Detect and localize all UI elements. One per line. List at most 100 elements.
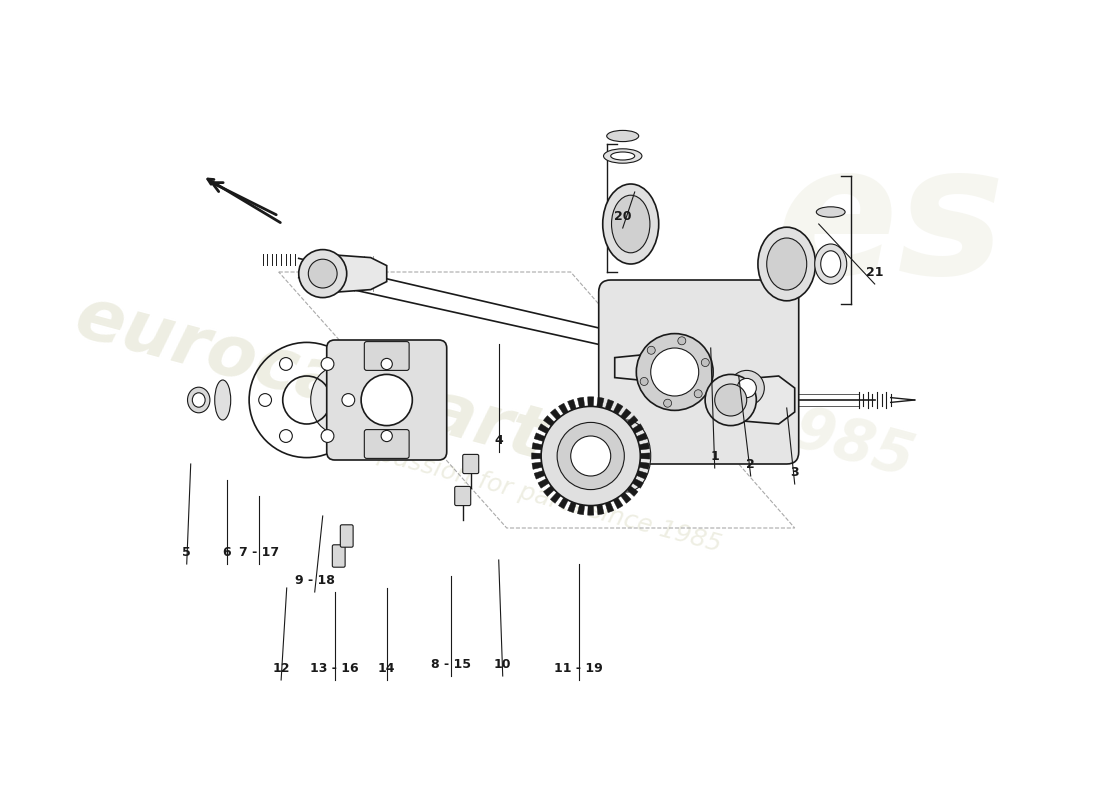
Circle shape <box>361 374 412 426</box>
Wedge shape <box>543 416 591 456</box>
FancyBboxPatch shape <box>332 545 345 567</box>
Polygon shape <box>327 254 387 293</box>
Text: 3: 3 <box>791 466 799 478</box>
Wedge shape <box>591 456 623 509</box>
Circle shape <box>640 378 648 386</box>
Wedge shape <box>591 456 604 514</box>
Ellipse shape <box>187 387 210 413</box>
Circle shape <box>279 430 293 442</box>
Text: 4: 4 <box>494 434 503 446</box>
Ellipse shape <box>821 250 840 278</box>
Text: a passion for parts since 1985: a passion for parts since 1985 <box>353 435 724 557</box>
Wedge shape <box>587 397 594 456</box>
Wedge shape <box>559 403 591 456</box>
Text: 5: 5 <box>183 546 191 558</box>
Ellipse shape <box>607 130 639 142</box>
Text: es: es <box>776 136 1005 312</box>
FancyBboxPatch shape <box>327 340 447 460</box>
Circle shape <box>729 370 764 406</box>
Text: 9 - 18: 9 - 18 <box>295 574 334 586</box>
Wedge shape <box>591 456 644 488</box>
Text: 1: 1 <box>711 450 719 462</box>
Circle shape <box>737 378 757 398</box>
Circle shape <box>308 259 337 288</box>
Ellipse shape <box>604 149 642 163</box>
FancyBboxPatch shape <box>463 454 478 474</box>
Wedge shape <box>591 398 604 456</box>
Wedge shape <box>587 456 594 515</box>
Circle shape <box>321 358 334 370</box>
Wedge shape <box>532 442 591 456</box>
Wedge shape <box>591 424 644 456</box>
Wedge shape <box>591 456 614 513</box>
Wedge shape <box>543 456 591 496</box>
FancyBboxPatch shape <box>364 342 409 370</box>
Text: 6: 6 <box>222 546 231 558</box>
Text: 20: 20 <box>614 210 631 222</box>
Polygon shape <box>615 354 659 381</box>
Circle shape <box>702 358 710 366</box>
Circle shape <box>321 430 334 442</box>
Ellipse shape <box>214 380 231 420</box>
Ellipse shape <box>612 195 650 253</box>
Wedge shape <box>531 453 591 459</box>
Ellipse shape <box>758 227 815 301</box>
Wedge shape <box>535 456 591 479</box>
Ellipse shape <box>310 366 366 434</box>
Wedge shape <box>591 442 649 456</box>
Circle shape <box>663 399 672 407</box>
Wedge shape <box>591 456 649 470</box>
Circle shape <box>651 348 698 396</box>
Wedge shape <box>591 456 638 496</box>
Text: 11 - 19: 11 - 19 <box>554 662 603 674</box>
Wedge shape <box>578 456 591 514</box>
Wedge shape <box>550 409 591 456</box>
Text: 12: 12 <box>273 662 290 674</box>
Text: 8 - 15: 8 - 15 <box>431 658 471 670</box>
Wedge shape <box>591 433 647 456</box>
Ellipse shape <box>767 238 806 290</box>
FancyBboxPatch shape <box>598 280 799 464</box>
Text: 21: 21 <box>866 266 883 278</box>
FancyArrowPatch shape <box>212 182 276 214</box>
Wedge shape <box>538 456 591 488</box>
Text: 2: 2 <box>746 458 755 470</box>
Circle shape <box>381 358 393 370</box>
FancyBboxPatch shape <box>454 486 471 506</box>
Circle shape <box>541 406 640 506</box>
Circle shape <box>647 346 656 354</box>
Wedge shape <box>591 403 623 456</box>
Circle shape <box>279 358 293 370</box>
Ellipse shape <box>192 393 205 407</box>
Wedge shape <box>578 398 591 456</box>
Wedge shape <box>591 456 631 503</box>
Text: 7 - 17: 7 - 17 <box>239 546 278 558</box>
Text: 14: 14 <box>378 662 396 674</box>
Wedge shape <box>591 399 614 456</box>
Text: 13 - 16: 13 - 16 <box>310 662 359 674</box>
Ellipse shape <box>603 420 651 492</box>
Wedge shape <box>591 416 638 456</box>
Circle shape <box>342 394 354 406</box>
Ellipse shape <box>816 206 845 218</box>
Ellipse shape <box>610 152 635 160</box>
Polygon shape <box>730 376 794 424</box>
Circle shape <box>705 374 757 426</box>
Wedge shape <box>591 456 647 479</box>
Wedge shape <box>591 409 631 456</box>
Circle shape <box>299 250 346 298</box>
Ellipse shape <box>603 184 659 264</box>
Wedge shape <box>535 433 591 456</box>
Wedge shape <box>550 456 591 503</box>
Circle shape <box>678 337 685 345</box>
Wedge shape <box>538 424 591 456</box>
Circle shape <box>694 390 702 398</box>
Circle shape <box>258 394 272 406</box>
Wedge shape <box>568 399 591 456</box>
Wedge shape <box>559 456 591 509</box>
Text: 1985: 1985 <box>749 391 921 489</box>
Text: eurocarparts: eurocarparts <box>67 282 594 486</box>
FancyBboxPatch shape <box>340 525 353 547</box>
Wedge shape <box>532 456 591 470</box>
Circle shape <box>636 334 713 410</box>
